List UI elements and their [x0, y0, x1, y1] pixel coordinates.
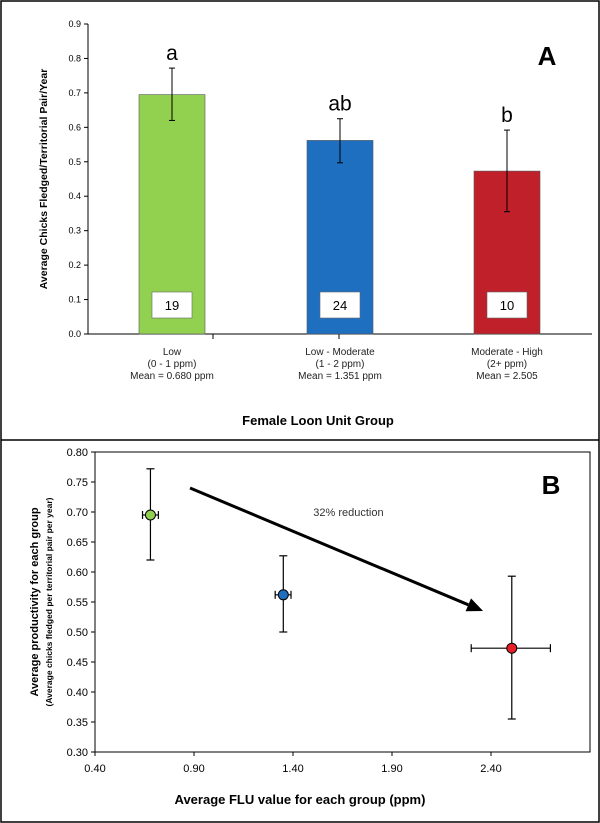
y-tick-label: 0.70	[67, 507, 88, 519]
y-tick-label: 0.65	[67, 537, 88, 549]
sample-size-box	[486, 291, 528, 319]
y-tick-label: 0.45	[67, 657, 88, 669]
panel-a-bar-chart: 0.0 0.1 0.2 0.3 0.4 0.5 0.6 0.7 0.8 0.9 Average Ch…	[38, 19, 592, 428]
x-tick-label: 1.40	[282, 763, 303, 775]
y-tick-label: 0.0	[68, 329, 81, 339]
x-tick-label: 2.40	[480, 763, 501, 775]
trend-arrow-shaft	[189, 486, 469, 607]
x-axis-title: Average FLU value for each group (ppm)	[175, 792, 426, 807]
y-axis-subtitle: (Average chicks fledged per territorial …	[44, 497, 54, 706]
sample-size-label: 24	[333, 298, 347, 313]
x-axis-title: Female Loon Unit Group	[242, 413, 394, 428]
y-tick-label: 0.2	[68, 260, 81, 270]
x-tick-label: 1.90	[381, 763, 402, 775]
y-tick-label: 0.55	[67, 597, 88, 609]
y-axis-title: Average productivity for each group	[29, 507, 41, 696]
category-label: Mean = 1.351 ppm	[298, 371, 382, 382]
sample-size-box	[151, 291, 193, 319]
annotation-label: 32% reduction	[313, 507, 383, 519]
significance-letter: a	[166, 42, 178, 65]
panel-label: A	[538, 41, 557, 71]
y-tick-label: 0.35	[67, 717, 88, 729]
y-tick-label: 0.6	[68, 122, 81, 132]
category-label: (1 - 2 ppm)	[316, 359, 365, 370]
category-label: Moderate - High	[471, 347, 543, 358]
category-label: Low - Moderate	[305, 347, 375, 358]
y-tick-label: 0.5	[68, 157, 81, 167]
y-tick-label: 0.3	[68, 226, 81, 236]
trend-arrow-head	[465, 598, 484, 612]
category-label: Mean = 0.680 ppm	[130, 371, 214, 382]
y-tick-label: 0.50	[67, 627, 88, 639]
y-tick-label: 0.40	[67, 687, 88, 699]
category-label: Mean = 2.505	[476, 371, 538, 382]
y-axis-title: Average Chicks Fledged/Territorial Pair/…	[38, 69, 50, 290]
y-tick-label: 0.4	[68, 191, 81, 201]
significance-letter: b	[501, 104, 513, 127]
category-label: (0 - 1 ppm)	[148, 359, 197, 370]
sample-size-label: 10	[500, 298, 514, 313]
data-point	[277, 589, 289, 601]
x-tick-label: 0.40	[84, 763, 105, 775]
x-tick-label: 0.90	[183, 763, 204, 775]
data-point	[506, 642, 518, 654]
category-label: (2+ ppm)	[487, 359, 527, 370]
y-tick-label: 0.75	[67, 477, 88, 489]
y-tick-label: 0.80	[67, 447, 88, 459]
panel-label: B	[542, 470, 561, 500]
y-tick-label: 0.1	[68, 295, 81, 305]
significance-letter: ab	[328, 93, 351, 116]
sample-size-label: 19	[165, 298, 179, 313]
y-tick-label: 0.8	[68, 53, 81, 63]
sample-size-box	[319, 291, 361, 319]
category-label: Low	[163, 347, 182, 358]
panel-b-scatter-chart: 0.30 0.35 0.40 0.45 0.50 0.55 0.60 0.65 0.70 0.75…	[29, 447, 591, 807]
y-tick-label: 0.30	[67, 747, 88, 759]
y-tick-label: 0.60	[67, 567, 88, 579]
data-point	[144, 509, 156, 521]
y-tick-label: 0.9	[68, 19, 81, 29]
y-tick-label: 0.7	[68, 88, 81, 98]
